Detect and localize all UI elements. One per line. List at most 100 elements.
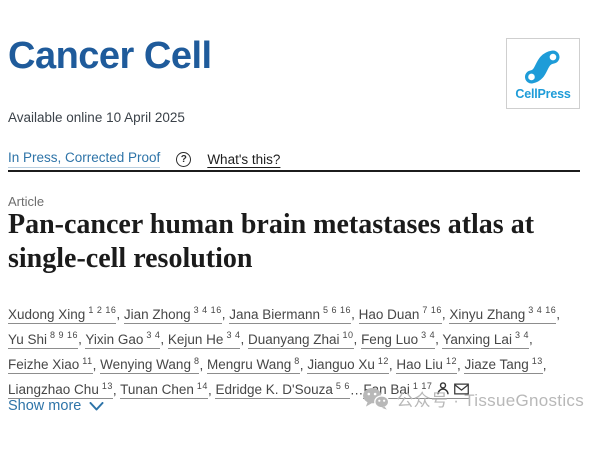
author-name: Liangzhao Chu [8,382,99,398]
author-name: Yu Shi [8,331,48,347]
author-name: Duanyang Zhai [247,331,340,347]
author-name: Wenying Wang [100,357,191,373]
author-name: Xinyu Zhang [449,306,526,322]
author-line: Feizhe Xiao 11, Wenying Wang 8, Mengru Wan… [8,351,594,376]
author-link[interactable]: Hao Liu 12 [396,355,457,375]
author-link[interactable]: Xinyu Zhang 3 4 16 [449,305,557,324]
cellpress-mark-icon [524,50,560,84]
author-separator: , [353,331,362,347]
author-link[interactable]: Duanyang Zhai 10 [247,330,354,349]
author-name: Tunan Chen [120,382,194,398]
author-separator: , [556,306,561,322]
author-affiliation-sup: 12 [377,355,389,366]
author-link[interactable]: Jianguo Xu 12 [307,355,389,375]
author-affiliation-sup: 3 4 [226,330,241,341]
show-more-button[interactable]: Show more [8,398,104,414]
author-separator: , [112,382,121,398]
author-affiliation-sup: 13 [101,380,113,391]
in-press-status-link[interactable]: In Press, Corrected Proof [8,150,161,168]
author-affiliation-sup: 14 [196,380,208,391]
author-separator: , [240,331,248,347]
cellpress-logo[interactable]: CellPress [506,38,580,109]
envelope-icon[interactable] [454,383,470,395]
author-affiliation-sup: 10 [342,330,354,341]
author-name: Hao Liu [396,357,443,373]
article-title-line-2: single-cell resolution [8,243,253,274]
author-separator: , [456,357,465,373]
available-online-date: Available online 10 April 2025 [8,110,185,125]
author-line: Liangzhao Chu 13, Tunan Chen 14, Edridge K… [8,376,594,401]
author-line: Yu Shi 8 9 16, Yixin Gao 3 4, Kejun He 3 4,… [8,325,594,350]
author-affiliation-sup: 3 4 16 [528,305,557,315]
author-name: Jianguo Xu [307,357,375,373]
help-question-icon[interactable]: ? [176,151,192,167]
cellpress-wordmark: CellPress [515,87,571,101]
article-title-line-1: Pan-cancer human brain metastases atlas … [8,209,535,240]
author-name: Edridge K. D'Souza [215,382,333,398]
author-affiliation-sup: 3 4 [146,330,161,341]
author-link[interactable]: Jana Biermann 5 6 16 [229,305,352,324]
author-link[interactable]: Tunan Chen 14 [120,380,208,400]
author-affiliation-sup: 5 6 [335,380,350,391]
show-more-label: Show more [8,398,82,414]
author-name: Mengru Wang [206,357,292,373]
watermark-text: 公众号 · TissueGnostics [396,391,584,410]
wechat-icon [363,387,390,410]
author-link[interactable]: Mengru Wang 8 [206,356,300,375]
author-line: Xudong Xing 1 2 16, Jian Zhong 3 4 16, Jan… [8,300,594,325]
author-link[interactable]: Jiaze Tang 13 [464,355,543,375]
author-name: Jian Zhong [123,306,191,322]
author-name: Yixin Gao [85,331,144,347]
author-link[interactable]: Jian Zhong 3 4 16 [123,305,222,324]
status-row: In Press, Corrected Proof ? What's this? [8,150,280,168]
author-affiliation-sup: 1 17 [412,380,433,391]
author-affiliation-sup: 3 4 [421,330,436,341]
chevron-down-icon [89,401,104,410]
author-affiliation-sup: 8 9 16 [50,330,79,341]
author-separator: , [92,357,101,373]
author-separator: , [351,306,359,322]
whats-this-link[interactable]: What's this? [207,151,281,167]
author-link[interactable]: Edridge K. D'Souza 5 6 [215,380,350,400]
author-link[interactable]: Feng Luo 3 4 [361,330,436,349]
author-separator: … [349,382,364,398]
author-name: Hao Duan [358,306,420,322]
author-link[interactable]: Kejun He 3 4 [167,330,241,349]
watermark: 公众号 · TissueGnostics [362,386,584,411]
author-link[interactable]: Xudong Xing 1 2 16 [8,305,117,324]
author-name: Jana Biermann [229,306,321,322]
author-name: Xudong Xing [8,306,86,322]
author-separator: , [388,357,397,373]
author-affiliation-sup: 12 [445,355,457,366]
author-separator: , [542,357,547,373]
author-link[interactable]: Liangzhao Chu 13 [8,380,113,400]
author-link[interactable]: Wenying Wang 8 [100,355,200,375]
author-affiliation-sup: 8 [193,355,200,366]
author-separator: , [78,331,86,347]
author-separator: , [221,306,230,322]
journal-title[interactable]: Cancer Cell [8,35,212,77]
author-link[interactable]: Yixin Gao 3 4 [85,330,161,349]
author-link[interactable]: Yu Shi 8 9 16 [8,330,79,349]
author-separator: , [435,331,443,347]
author-separator: , [116,306,124,322]
author-link[interactable]: Yanxing Lai 3 4 [442,330,529,349]
author-affiliation-sup: 1 2 16 [88,305,117,315]
author-separator: , [441,306,450,322]
author-name: Jiaze Tang [464,357,529,373]
author-name: Feizhe Xiao [8,357,80,373]
author-affiliation-sup: 3 4 [514,330,529,341]
author-affiliation-sup: 5 6 16 [323,305,352,315]
author-name: Yanxing Lai [442,331,512,347]
author-affiliation-sup: 13 [531,355,543,366]
author-affiliation-sup: 7 16 [422,305,442,315]
author-affiliation-sup: 11 [82,355,93,366]
author-affiliation-sup: 3 4 16 [193,305,222,315]
author-name: Kejun He [167,331,224,347]
article-type-label: Article [8,194,45,209]
person-icon[interactable] [437,382,450,395]
author-link[interactable]: Feizhe Xiao 11 [8,355,93,375]
author-link[interactable]: Hao Duan 7 16 [358,305,442,324]
author-separator: , [299,357,308,373]
